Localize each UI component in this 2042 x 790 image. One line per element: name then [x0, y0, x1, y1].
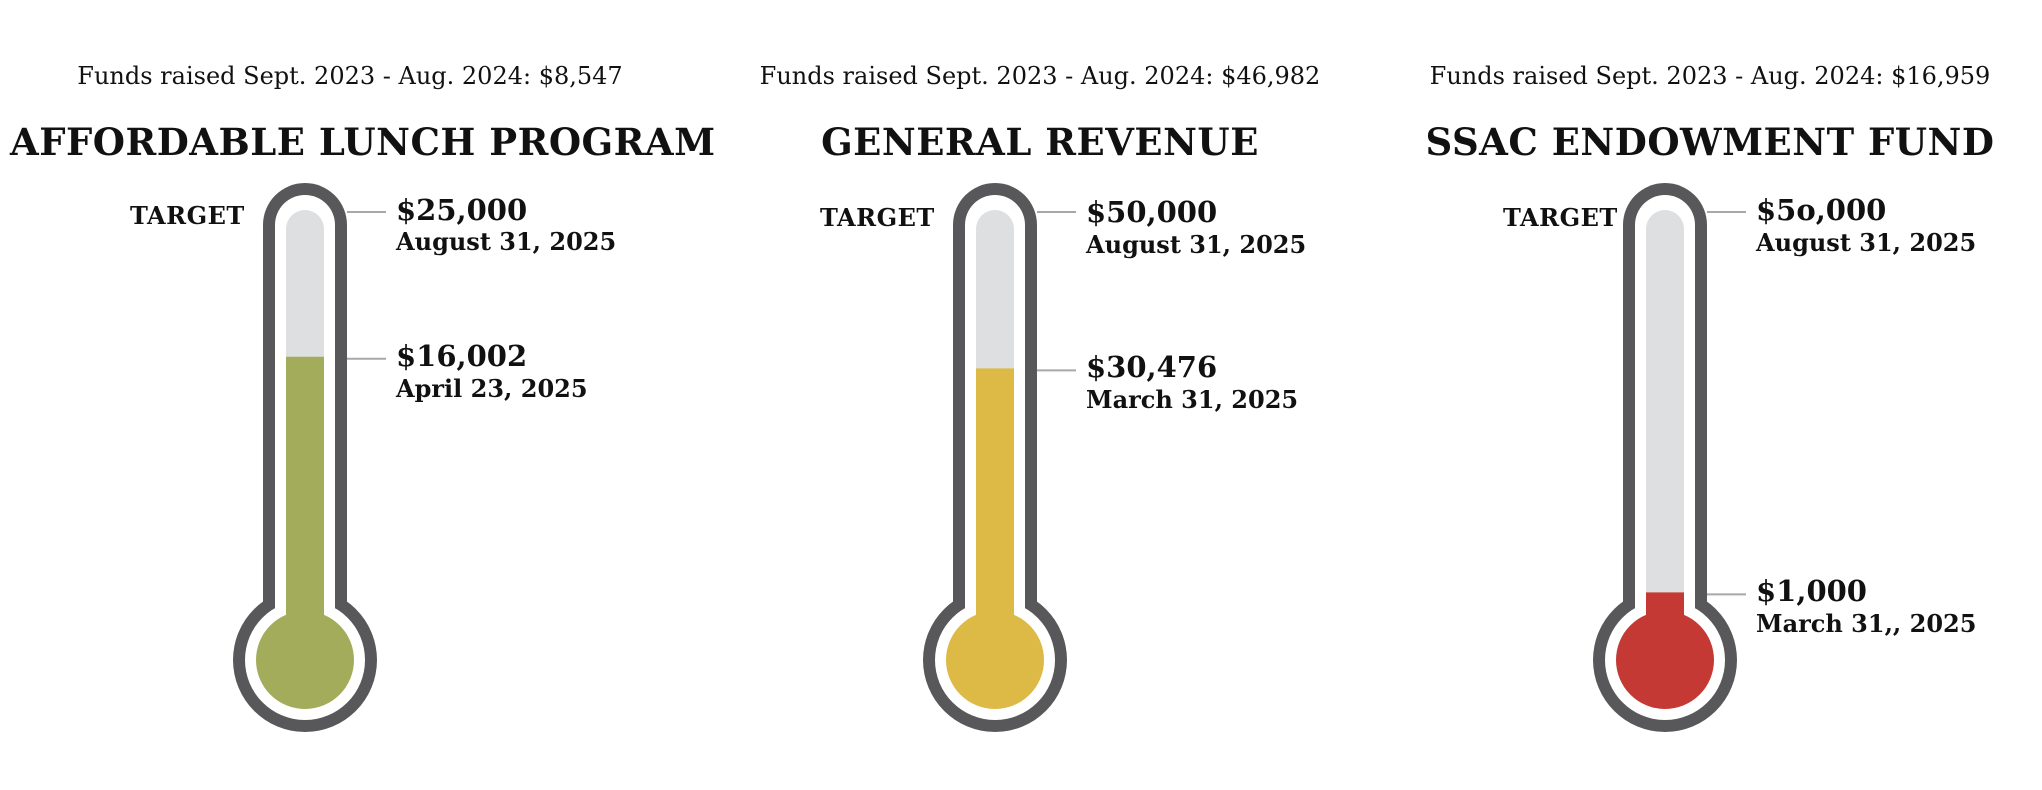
chart-title: SSAC ENDOWMENT FUND [1425, 120, 1995, 164]
target-label: TARGET [130, 201, 245, 230]
target-amount: $25,000 [396, 193, 528, 227]
current-amount: $30,476 [1086, 350, 1218, 385]
funds-raised-label: Funds raised Sept. 2023 - Aug. 2024: $8,… [77, 62, 623, 90]
chart-title: GENERAL REVENUE [821, 120, 1259, 164]
thermometer-fill-column [286, 356, 324, 660]
thermometer-empty-tube [1646, 210, 1684, 670]
current-date: March 31, 2025 [1086, 385, 1299, 415]
current-amount: $1,000 [1756, 574, 1867, 609]
thermometer-graphic [923, 183, 1076, 732]
target-amount: $50,000 [1086, 195, 1218, 229]
current-date: March 31,, 2025 [1756, 609, 1977, 639]
target-date: August 31, 2025 [1086, 230, 1307, 259]
thermometer-fill-bulb [256, 611, 354, 709]
target-amount: $5o,000 [1756, 193, 1887, 227]
funds-raised-label: Funds raised Sept. 2023 - Aug. 2024: $16… [1429, 62, 1991, 90]
funds-raised-label: Funds raised Sept. 2023 - Aug. 2024: $46… [759, 62, 1321, 90]
target-label: TARGET [820, 203, 935, 232]
thermometer-fill-bulb [1616, 611, 1714, 709]
chart-title: AFFORDABLE LUNCH PROGRAM [10, 120, 716, 164]
thermometer-panel-general-revenue: Funds raised Sept. 2023 - Aug. 2024: $46… [700, 0, 1380, 790]
current-amount: $16,002 [396, 338, 528, 373]
thermometer-panel-ssac-endowment: Funds raised Sept. 2023 - Aug. 2024: $16… [1370, 0, 2042, 790]
thermometer-graphic [233, 183, 386, 732]
thermometer-panel-affordable-lunch: Funds raised Sept. 2023 - Aug. 2024: $8,… [10, 0, 716, 790]
thermometer-fill-bulb [946, 611, 1044, 709]
current-date: April 23, 2025 [396, 373, 588, 403]
target-date: August 31, 2025 [1756, 228, 1977, 257]
target-date: August 31, 2025 [396, 227, 617, 256]
thermometer-graphic [1593, 183, 1746, 732]
target-label: TARGET [1503, 203, 1618, 232]
